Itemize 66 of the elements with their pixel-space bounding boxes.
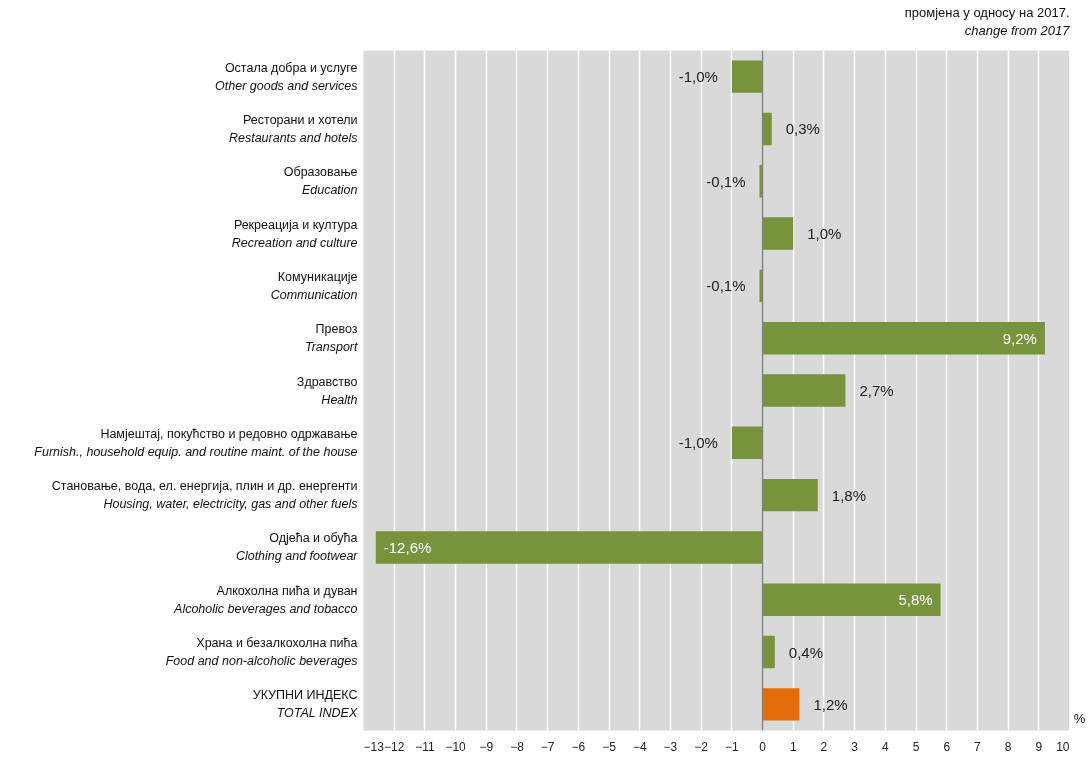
y-tick-label: Остала добра и услуге Other goods and services — [215, 60, 358, 93]
bar — [762, 374, 846, 407]
x-tick-label: −13 — [363, 739, 385, 754]
bar — [762, 635, 775, 669]
data-label: 0,4% — [788, 643, 824, 661]
data-label: -0,1% — [706, 172, 746, 190]
y-tick-label: Рекреација и култура Recreation and culture — [231, 217, 358, 250]
data-label: -1,0% — [678, 434, 718, 452]
x-tick-label: −1 — [725, 739, 740, 754]
y-tick-label: Алкохолна пића и дуван Alcoholic beverages and tobacco — [173, 583, 358, 616]
data-label: 1,2% — [813, 695, 848, 713]
x-tick-label: −3 — [663, 739, 678, 754]
x-tick-label: 0 — [759, 739, 767, 754]
y-tick-label: Храна и безалкохолна пића Food and non-alcoholic beverages — [165, 636, 358, 669]
bar — [762, 321, 1045, 355]
y-tick-label: Образовање Education — [283, 165, 358, 198]
x-tick-label: 1 — [789, 739, 797, 754]
bar — [762, 478, 818, 512]
bar — [759, 165, 763, 198]
y-tick-label: Комуникације Communication — [270, 269, 358, 302]
x-tick-label: 2 — [820, 739, 828, 754]
x-tick-label: −12 — [384, 739, 405, 754]
x-tick-label: 6 — [943, 739, 951, 754]
x-axis-title: % — [1073, 711, 1086, 726]
y-tick-label: Здравство Health — [296, 374, 358, 407]
data-label: -1,0% — [678, 68, 718, 86]
bar — [762, 583, 941, 616]
data-label: 1,8% — [831, 486, 866, 504]
data-label: 1,0% — [807, 225, 842, 243]
x-tick-label: −10 — [445, 739, 467, 754]
x-tick-label: −8 — [510, 739, 525, 754]
bar — [759, 269, 763, 303]
x-tick-label: −2 — [694, 739, 709, 754]
x-tick-label: 10 — [1056, 739, 1070, 754]
bar — [731, 60, 763, 93]
data-label: 5,8% — [898, 591, 933, 609]
bar — [375, 531, 763, 564]
y-tick-label: Превоз Transport — [304, 322, 359, 355]
bar — [762, 217, 794, 250]
x-tick-label: −9 — [479, 739, 494, 754]
data-label: 2,7% — [859, 382, 894, 399]
data-label: 9,2% — [1002, 329, 1037, 347]
x-tick-label: 3 — [851, 739, 859, 754]
data-label: -0,1% — [706, 277, 746, 295]
chart-title: промјена у односу на 2017. — [904, 5, 1070, 20]
y-tick-label: Одјећа и обућа Clothing and footwear — [235, 531, 359, 564]
x-tick-label: 7 — [974, 739, 982, 754]
data-label: -12,6% — [383, 538, 432, 556]
data-label: 0,3% — [785, 120, 820, 138]
y-tick-label: УКУПНИ ИНДЕКС TOTAL INDEX — [252, 688, 358, 721]
bar — [762, 112, 772, 146]
x-tick-label: 4 — [881, 739, 889, 754]
x-tick-label: 8 — [1004, 739, 1012, 754]
y-tick-label: Намјештај, покућство и редовно одржавање Furnish., household equip. and routine maint. of the house — [34, 426, 358, 459]
bar — [731, 426, 763, 460]
chart-subtitle: change from 2017 — [964, 23, 1071, 38]
x-tick-label: 5 — [912, 739, 920, 754]
x-tick-label: −11 — [415, 739, 435, 754]
x-tick-label: −5 — [602, 739, 617, 754]
x-tick-label: −7 — [540, 739, 555, 754]
y-tick-label: Ресторани и хотели Restaurants and hotels — [228, 112, 358, 145]
x-tick-label: −6 — [571, 739, 586, 754]
x-tick-label: −4 — [632, 739, 647, 754]
bar — [762, 688, 800, 721]
x-tick-label: 9 — [1035, 739, 1043, 754]
y-tick-label: Становање, вода, ел. енергија, плин и др. енергенти Housing, water, electricity, gas and other fuels — [51, 479, 358, 512]
